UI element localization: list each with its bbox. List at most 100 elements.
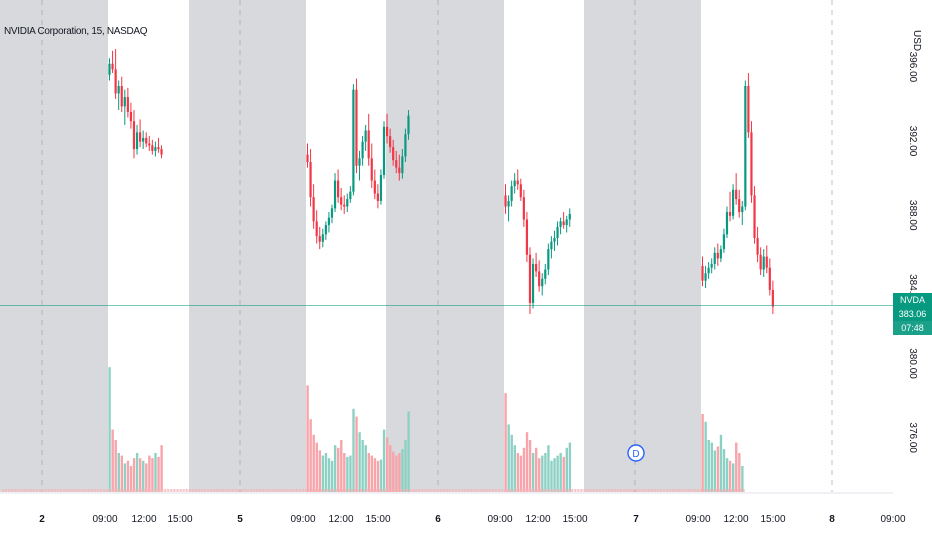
x-tick-label: 6 <box>435 514 441 525</box>
volume-bar <box>725 458 729 492</box>
volume-bar <box>337 447 340 492</box>
candle-body <box>513 180 516 187</box>
volume-bar <box>553 458 556 492</box>
x-tick-label: 15:00 <box>760 514 785 525</box>
volume-bar-offhours <box>693 489 696 492</box>
volume-bar-offhours <box>736 489 739 492</box>
volume-bar-offhours <box>188 489 191 492</box>
volume-bar-offhours <box>473 489 476 492</box>
candle-body <box>565 219 568 226</box>
volume-bar <box>565 447 568 492</box>
y-tick-label: 396.00 <box>907 52 918 83</box>
volume-bar <box>732 463 735 492</box>
volume-bar-offhours <box>14 489 17 492</box>
volume-bar-offhours <box>356 489 360 492</box>
volume-bar-offhours <box>375 489 378 492</box>
volume-bar-offhours <box>393 489 396 492</box>
candle-body <box>744 86 747 207</box>
volume-bar <box>550 460 553 492</box>
day-separators <box>41 0 833 492</box>
volume-bar-offhours <box>488 489 491 492</box>
volume-bar <box>710 442 713 492</box>
volume-bar-offhours <box>84 489 87 492</box>
volume-bar-offhours <box>151 489 155 492</box>
session-shades <box>0 0 701 492</box>
candle-body <box>722 234 726 250</box>
volume-bar-offhours <box>666 489 669 492</box>
volume-bar-offhours <box>262 489 265 492</box>
candle-body <box>756 238 759 255</box>
volume-bar-offhours <box>513 489 516 492</box>
volume-bar-offhours <box>118 489 121 492</box>
volume-bar-offhours <box>574 489 577 492</box>
volume-bar-offhours <box>561 489 565 492</box>
volume-bar-offhours <box>246 489 249 492</box>
volume-bar <box>145 463 148 492</box>
candle-body <box>145 137 148 144</box>
volume-bar <box>382 429 386 492</box>
volume-bar <box>528 440 532 492</box>
last-price-label: 383.06 <box>893 307 932 321</box>
volume-bar-offhours <box>69 489 72 492</box>
volume-bar-offhours <box>179 489 182 492</box>
candle-body <box>765 256 768 268</box>
volume-bar-offhours <box>516 489 519 492</box>
volume-bar <box>559 453 562 492</box>
volume-bar-offhours <box>399 489 402 492</box>
volume-bar-offhours <box>549 489 552 492</box>
candle-body <box>382 126 386 175</box>
candle-body <box>719 249 722 259</box>
volume-bar-offhours <box>90 489 93 492</box>
price-axis[interactable]: USD 376.00 380.00 384.00 388.00 392.00 396.00 <box>907 30 922 453</box>
volume-bar-offhours <box>93 489 96 492</box>
time-axis[interactable]: 2 09:00 12:00 15:00 5 09:00 12:00 15:00 6 09:00 12… <box>0 492 906 525</box>
volume-bar-offhours <box>601 489 604 492</box>
volume-bar-offhours <box>439 489 442 492</box>
candle-body <box>750 132 753 196</box>
volume-bar-offhours <box>115 489 118 492</box>
candle-body <box>507 200 510 207</box>
volume-bar-offhours <box>537 489 540 492</box>
volume-bar-offhours <box>479 489 482 492</box>
volume-bar-offhours <box>164 489 167 492</box>
volume-bar-offhours <box>203 489 207 492</box>
volume-bar-offhours <box>672 489 675 492</box>
volume-bar-offhours <box>583 489 586 492</box>
volume-bar <box>504 393 507 492</box>
volume-bar-offhours <box>66 489 69 492</box>
volume-bar-offhours <box>509 489 513 492</box>
candle-body <box>547 249 550 270</box>
volume-bar <box>516 453 520 492</box>
dividend-marker-icon[interactable] <box>627 444 645 462</box>
volume-bar-offhours <box>216 489 219 492</box>
volume-bar-offhours <box>265 489 268 492</box>
volume-bar <box>361 440 364 492</box>
volume-bar <box>355 416 358 492</box>
volume-bar-offhours <box>577 489 580 492</box>
candle-body <box>768 267 771 290</box>
volume-bar <box>123 463 127 492</box>
volume-bar-offhours <box>620 489 623 492</box>
volume-bar-offhours <box>699 489 702 492</box>
candle-body <box>568 213 571 220</box>
volume-bar-offhours <box>344 489 347 492</box>
candle-body <box>544 269 547 279</box>
volume-bar-offhours <box>274 489 277 492</box>
volume-bar-offhours <box>17 489 20 492</box>
volume-bar <box>379 459 383 492</box>
volume-bar-offhours <box>445 489 448 492</box>
x-tick-label: 12:00 <box>131 514 156 525</box>
volume-bar-offhours <box>494 489 497 492</box>
volume-bar <box>358 432 361 492</box>
volume-bar-offhours <box>687 489 690 492</box>
volume-bar-offhours <box>711 489 715 492</box>
volume-bar <box>513 445 516 492</box>
volume-bar-offhours <box>173 489 176 492</box>
candle-body <box>562 221 565 226</box>
volume-bar-offhours <box>708 489 712 492</box>
volume-bar-offhours <box>243 489 246 492</box>
volume-bar-offhours <box>369 489 372 492</box>
session-shade-2 <box>386 0 504 492</box>
volume-bar <box>562 456 565 492</box>
candle-body <box>528 254 532 303</box>
